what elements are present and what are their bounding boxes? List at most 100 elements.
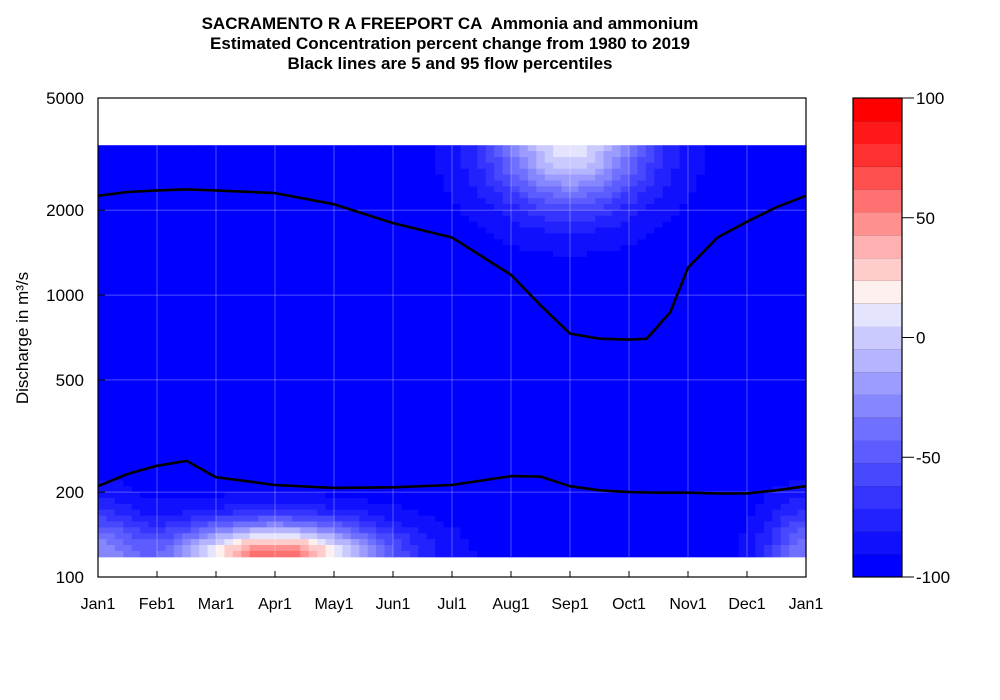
contour-cell [367,403,377,411]
contour-cell [519,221,529,229]
contour-cell [207,145,217,152]
contour-cell [747,162,757,170]
contour-cell [275,468,285,476]
contour-cell [460,356,470,364]
contour-cell [527,298,537,305]
contour-cell [772,427,782,434]
contour-cell [679,298,689,305]
contour-cell [359,239,369,246]
contour-cell [418,403,428,411]
contour-cell [165,209,175,217]
contour-cell [384,309,394,317]
contour-cell [106,280,116,287]
contour-cell [704,251,714,258]
contour-cell [688,445,698,452]
contour-cell [409,492,419,499]
contour-cell [578,374,588,381]
contour-cell [249,168,259,176]
contour-cell [359,421,369,428]
contour-cell [603,321,613,329]
contour-cell [477,292,487,299]
contour-cell [570,380,580,387]
contour-cell [780,245,790,252]
contour-cell [747,468,757,476]
contour-cell [645,439,655,446]
contour-cell [721,156,731,164]
contour-cell [511,350,521,358]
contour-cell [131,398,141,405]
contour-cell [98,474,108,481]
contour-cell [232,492,242,499]
contour-cell [435,292,445,299]
contour-cell [443,168,453,176]
contour-cell [384,280,394,287]
contour-cell [747,245,757,252]
contour-cell [199,439,209,446]
contour-cell [578,174,588,182]
contour-cell [165,339,175,346]
contour-cell [603,168,613,176]
contour-cell [308,292,318,299]
contour-cell [409,262,419,270]
contour-cell [393,162,403,170]
contour-cell [662,245,672,252]
contour-cell [393,251,403,258]
contour-cell [275,256,285,264]
contour-cell [173,309,183,317]
contour-cell [713,439,723,446]
contour-cell [780,292,790,299]
contour-cell [772,439,782,446]
contour-cell [131,198,141,205]
contour-cell [409,268,419,276]
contour-cell [645,192,655,199]
contour-cell [570,362,580,370]
contour-cell [384,233,394,240]
contour-cell [207,221,217,229]
contour-cell [224,251,234,258]
contour-cell [283,327,293,334]
contour-cell [207,262,217,270]
contour-cell [586,374,596,381]
contour-cell [654,198,664,205]
contour-cell [148,398,158,405]
contour-cell [704,456,714,464]
contour-cell [123,456,133,464]
contour-cell [426,245,436,252]
contour-cell [519,333,529,340]
contour-cell [763,433,773,440]
contour-cell [173,403,183,411]
contour-cell [452,298,462,305]
contour-cell [283,386,293,393]
contour-cell [182,309,192,317]
contour-cell [148,245,158,252]
contour-cell [401,398,411,405]
contour-cell [485,245,495,252]
contour-cell [291,209,301,217]
contour-cell [671,427,681,434]
contour-cell [679,245,689,252]
contour-cell [376,303,386,311]
contour-cell [317,421,327,428]
contour-cell [603,415,613,423]
contour-cell [300,274,310,282]
contour-cell [384,174,394,182]
contour-cell [157,327,167,334]
contour-cell [409,151,419,158]
contour-cell [738,233,748,240]
contour-cell [595,386,605,393]
contour-cell [688,221,698,229]
contour-cell [502,233,512,240]
contour-cell [671,262,681,270]
contour-cell [342,245,352,252]
contour-cell [325,486,335,493]
contour-cell [173,315,183,323]
contour-cell [384,486,394,493]
contour-cell [325,421,335,428]
contour-cell [477,315,487,323]
contour-cell [157,256,167,264]
contour-cell [376,386,386,393]
contour-cell [266,468,276,476]
contour-cell [620,298,630,305]
contour-cell [401,421,411,428]
contour-cell [578,433,588,440]
